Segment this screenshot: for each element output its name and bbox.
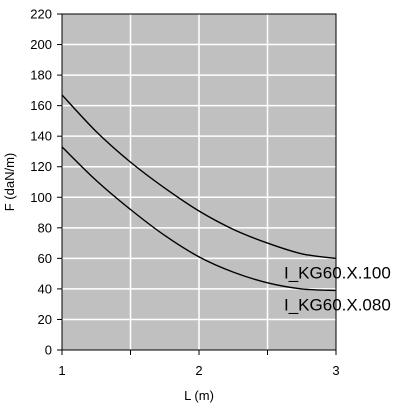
y-tick-label: 140 bbox=[30, 129, 52, 144]
x-axis-title: L (m) bbox=[184, 388, 214, 403]
y-tick-label: 60 bbox=[38, 251, 52, 266]
x-tick-label: 1 bbox=[58, 363, 65, 378]
y-tick-label: 180 bbox=[30, 68, 52, 83]
y-tick-label: 20 bbox=[38, 312, 52, 327]
y-tick-label: 0 bbox=[45, 343, 52, 358]
x-axis-ticks: 1 2 3 bbox=[58, 350, 340, 378]
y-tick-label: 100 bbox=[30, 190, 52, 205]
x-tick-label: 2 bbox=[195, 363, 202, 378]
series-label-0: I_KG60.X.100 bbox=[284, 263, 391, 282]
series-labels: I_KG60.X.100 I_KG60.X.080 bbox=[284, 263, 391, 314]
y-tick-label: 80 bbox=[38, 220, 52, 235]
series-line-1 bbox=[61, 146, 337, 292]
grid-lines bbox=[62, 14, 336, 350]
y-tick-label: 200 bbox=[30, 37, 52, 52]
series-line-0 bbox=[61, 94, 337, 260]
y-tick-label: 220 bbox=[30, 7, 52, 22]
y-axis-title: F (daN/m) bbox=[2, 153, 17, 212]
y-tick-label: 120 bbox=[30, 159, 52, 174]
series-label-1: I_KG60.X.080 bbox=[284, 295, 391, 314]
y-tick-label: 40 bbox=[38, 281, 52, 296]
y-axis-ticks: 0 20 40 60 80 100 120 140 160 180 200 220 bbox=[30, 7, 62, 358]
series-lines bbox=[61, 94, 337, 292]
y-tick-label: 160 bbox=[30, 98, 52, 113]
x-tick-label: 3 bbox=[332, 363, 339, 378]
